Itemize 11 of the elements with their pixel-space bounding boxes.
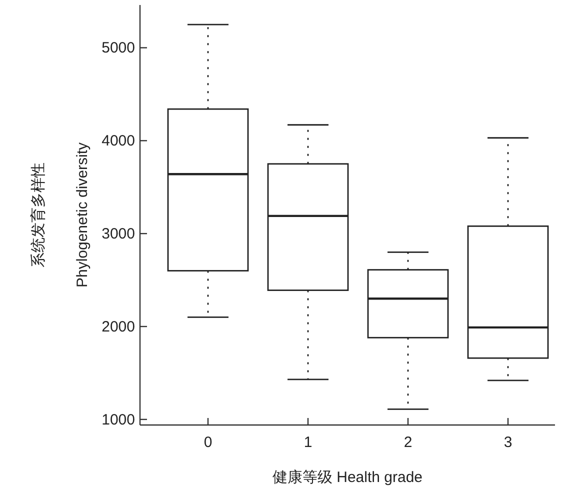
x-axis-title: 健康等级 Health grade — [272, 469, 423, 486]
y-tick-label: 3000 — [102, 226, 135, 243]
x-tick-label: 0 — [204, 434, 212, 451]
text: 系统发育多样性 Phylogenetic diversity — [30, 142, 91, 288]
y-tick-label: 1000 — [102, 411, 135, 428]
y-tick-label: 5000 — [102, 40, 135, 57]
y-tick-label: 4000 — [102, 132, 135, 150]
x-tick-label: 2 — [404, 434, 412, 451]
x-tick-label: 3 — [504, 434, 512, 451]
y-tick-label: 2000 — [102, 318, 135, 336]
x-tick-label: 1 — [304, 434, 312, 451]
